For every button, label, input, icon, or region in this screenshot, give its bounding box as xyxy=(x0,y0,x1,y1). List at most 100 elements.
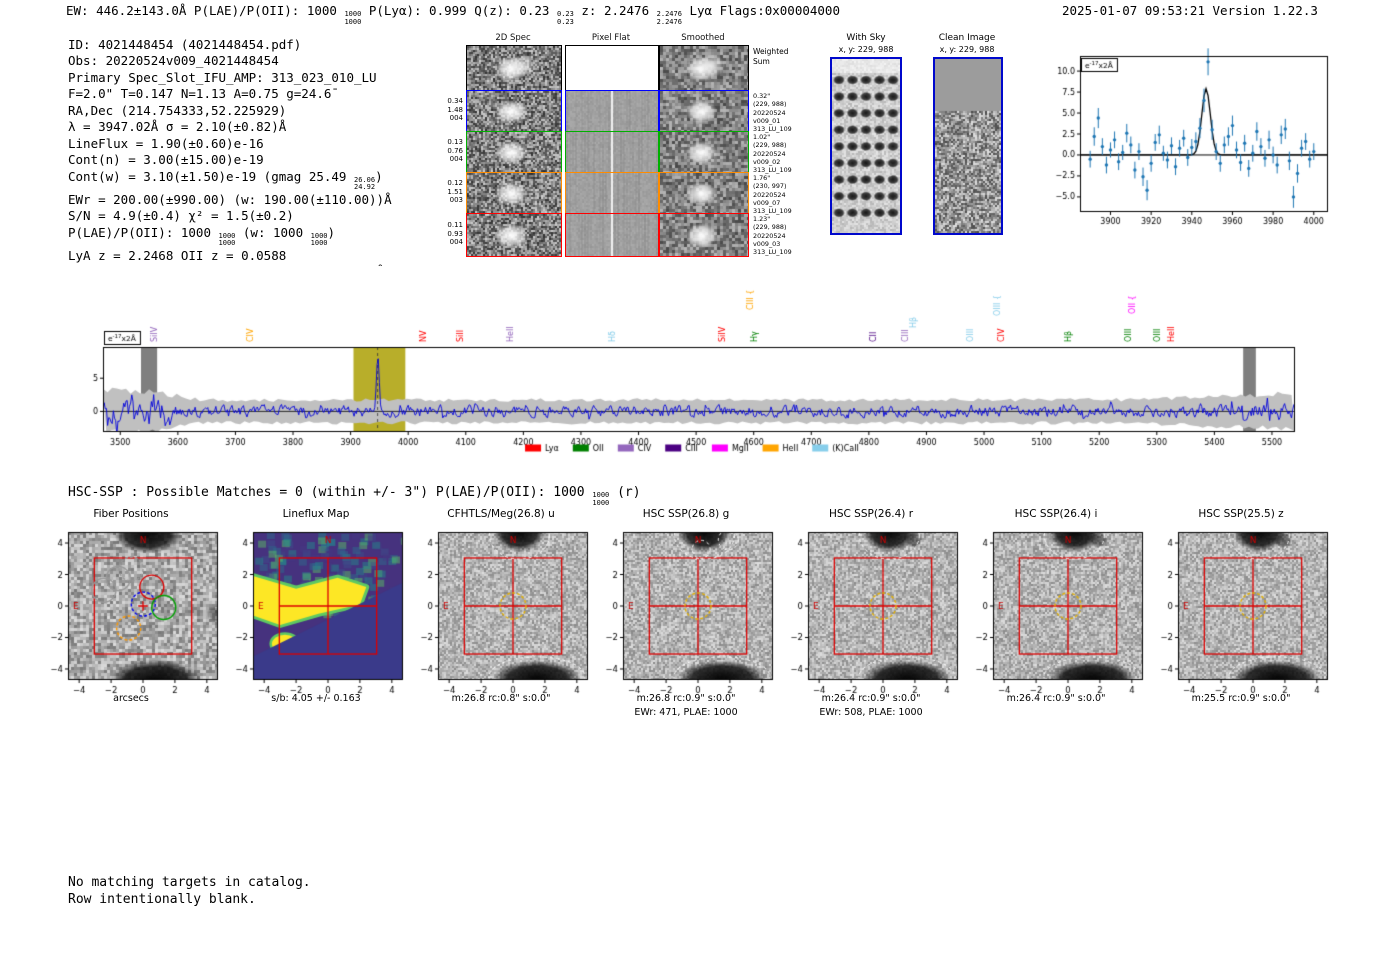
pixelflat-image xyxy=(565,213,659,257)
right-label-line: v009_01 xyxy=(753,116,781,125)
info-line: Primary Spec_Slot_IFU_AMP: 313_023_010_L… xyxy=(68,70,392,86)
right-label-line: (229, 988) xyxy=(753,223,787,232)
footer-line: Row intentionally blank. xyxy=(68,891,256,907)
spec2d-row-right-label: 1.23" (229, 988) 20220524 v009_03 313_LU_109 xyxy=(753,215,825,257)
cutout-caption-2: EWr: 471, PLAE: 1000 xyxy=(634,707,738,718)
full-spectrum-plot xyxy=(55,266,1305,462)
cutout-image-canvas xyxy=(223,522,409,694)
right-label-line: Sum xyxy=(753,56,770,66)
cutout-image-canvas xyxy=(778,522,964,694)
cutout-title: HSC SSP(25.5) z xyxy=(1198,508,1284,520)
text-segment: Lyα Flags:0x00004000 xyxy=(681,3,840,18)
spec2d-column-header: 2D Spec xyxy=(495,33,531,43)
fraction-part: 2.2476 xyxy=(656,17,682,26)
right-label-line: 313_LU_109 xyxy=(753,207,792,216)
stacked-fraction: 0.23 0.23 xyxy=(556,10,574,26)
stacked-fraction: 26.06 24.92 xyxy=(353,175,376,192)
spec2d-image xyxy=(466,213,562,257)
right-label-line: 313_LU_109 xyxy=(753,125,792,134)
text-segment: (r) xyxy=(609,485,641,500)
spec2d-image xyxy=(466,172,562,214)
detection-info-block: ID: 4021448454 (4021448454.pdf) Obs: 2022… xyxy=(68,37,392,281)
cutout-caption: s/b: 4.05 +/- 0.163 xyxy=(271,693,361,704)
right-label-line: v009_02 xyxy=(753,157,781,166)
left-label-line: 0.12 xyxy=(447,178,463,187)
cutout-title: HSC SSP(26.8) g xyxy=(642,508,730,520)
clean-image xyxy=(933,57,1003,235)
left-label-line: 003 xyxy=(449,196,463,205)
pixelflat-image xyxy=(565,90,659,132)
footer-line: No matching targets in catalog. xyxy=(68,875,311,890)
left-label-line: 004 xyxy=(449,155,463,164)
info-line: Obs: 20220524v009_4021448454 xyxy=(68,53,392,69)
spec2d-row-left-label: 0.11 0.93 004 xyxy=(429,221,463,247)
info-line: F=2.0" T=0.147 N=1.13 A=0.75 g=24.6̄ xyxy=(68,86,392,102)
text-segment: Primary Spec_Slot_IFU_AMP: 313_023_010_L… xyxy=(68,69,377,85)
cutout-caption: m:25.5 rc:0.9" s:0.0" xyxy=(1191,693,1291,704)
text-segment: RA,Dec (214.754333,52.225929) xyxy=(68,102,287,118)
text-segment: HSC-SSP : Possible Matches = 0 (within +… xyxy=(68,485,593,500)
left-label-line: 0.34 xyxy=(447,96,463,105)
smoothed-image xyxy=(659,131,749,173)
right-label-line: 1.23" xyxy=(753,215,771,223)
info-line: LineFlux = 1.90(±0.60)e-16 xyxy=(68,136,392,152)
left-label-line: 004 xyxy=(449,114,463,123)
fraction-part: 1000 xyxy=(344,17,362,26)
spec2d-column-header: Pixel Flat xyxy=(591,33,631,43)
fraction-part: 1000 xyxy=(218,231,236,240)
right-label-line: 20220524 xyxy=(753,190,786,199)
text-segment: ) xyxy=(327,224,336,240)
info-line: S/N = 4.9(±0.4) χ² = 1.5(±0.2) xyxy=(68,208,392,224)
fraction-part: 1000 xyxy=(310,239,328,248)
info-line: λ = 3947.02Å σ = 2.10(±0.82)Å xyxy=(68,119,392,135)
spec2d-grid: Weighted Sum 0.34 1.48 004 0.32" (229, 988) 202… xyxy=(447,45,836,259)
fraction-part: 0.23 xyxy=(556,17,574,26)
info-line: ID: 4021448454 (4021448454.pdf) xyxy=(68,37,392,53)
spec2d-image xyxy=(466,131,562,173)
right-label-line: 313_LU_109 xyxy=(753,166,792,175)
withsky-title: With Sky xyxy=(846,33,886,43)
text-segment: LyA z = 2.2468 OII z = 0.0588 xyxy=(68,247,287,263)
withsky-fiber-stack-image xyxy=(830,57,902,235)
text-segment: S/N = 4.9(±0.4) χ² = 1.5(±0.2) xyxy=(68,208,294,224)
right-label-line: v009_07 xyxy=(753,198,781,207)
info-line: LyA z = 2.2468 OII z = 0.0588 xyxy=(68,248,392,264)
fraction-part: 26.06 xyxy=(353,175,376,184)
text-segment: EW: 446.2±143.0Å P(LAE)/P(OII): 1000 xyxy=(66,3,345,18)
stacked-fraction: 1000 1000 xyxy=(218,231,236,248)
cutout-image-canvas xyxy=(38,522,224,694)
right-label-line: (229, 988) xyxy=(753,100,787,109)
cutout-caption: m:26.4 rc:0.9" s:0.0" xyxy=(1006,693,1106,704)
spec2d-image xyxy=(466,90,562,132)
stacked-fraction: 1000 1000 xyxy=(310,231,328,248)
clean-title: Clean Image xyxy=(938,33,996,43)
left-label-line: 0.13 xyxy=(447,137,463,146)
cutout-caption-2: EWr: 508, PLAE: 1000 xyxy=(819,707,923,718)
info-line: Cont(w) = 3.10(±1.50)e-19 (gmag 25.49 26… xyxy=(68,169,392,192)
zoomed-spectrum-plot xyxy=(1040,48,1335,233)
info-line: EWr = 200.00(±990.00) (w: 190.00(±110.00… xyxy=(68,192,392,208)
fraction-part: 1000 xyxy=(310,231,328,240)
cutout-image-canvas xyxy=(1148,522,1334,694)
spec2d-image xyxy=(466,45,562,91)
spec2d-column-headers: 2D Spec Pixel Flat Smoothed xyxy=(466,33,766,45)
left-label-line: 0.11 xyxy=(447,220,463,229)
spec2d-row-right-label: Weighted Sum xyxy=(753,47,825,67)
spec2d-row-right-label: 1.76" (230, 997) 20220524 v009_07 313_LU_109 xyxy=(753,174,825,216)
text-segment: z: 2.2476 xyxy=(573,3,657,18)
smoothed-image xyxy=(659,90,749,132)
text-segment: P(LAE)/P(OII): 1000 xyxy=(68,224,219,240)
clean-coords: x, y: 229, 988 xyxy=(939,45,995,54)
text-segment: Cont(n) = 3.00(±15.00)e-19 xyxy=(68,152,264,168)
fraction-part: 2.2476 xyxy=(656,10,682,18)
cutout-title: Fiber Positions xyxy=(93,508,169,520)
left-label-line: 0.76 xyxy=(447,146,463,155)
smoothed-image xyxy=(659,172,749,214)
right-label-line: 1.76" xyxy=(753,174,771,182)
cutout-title: CFHTLS/Meg(26.8) u xyxy=(447,508,555,520)
text-segment: LineFlux = 1.90(±0.60)e-16 xyxy=(68,135,264,151)
text-segment: Obs: 20220524v009_4021448454 xyxy=(68,53,279,69)
cutout-title: Lineflux Map xyxy=(282,508,350,520)
text-segment: ID: 4021448454 (4021448454.pdf) xyxy=(68,37,302,52)
pixelflat-image xyxy=(565,45,659,91)
